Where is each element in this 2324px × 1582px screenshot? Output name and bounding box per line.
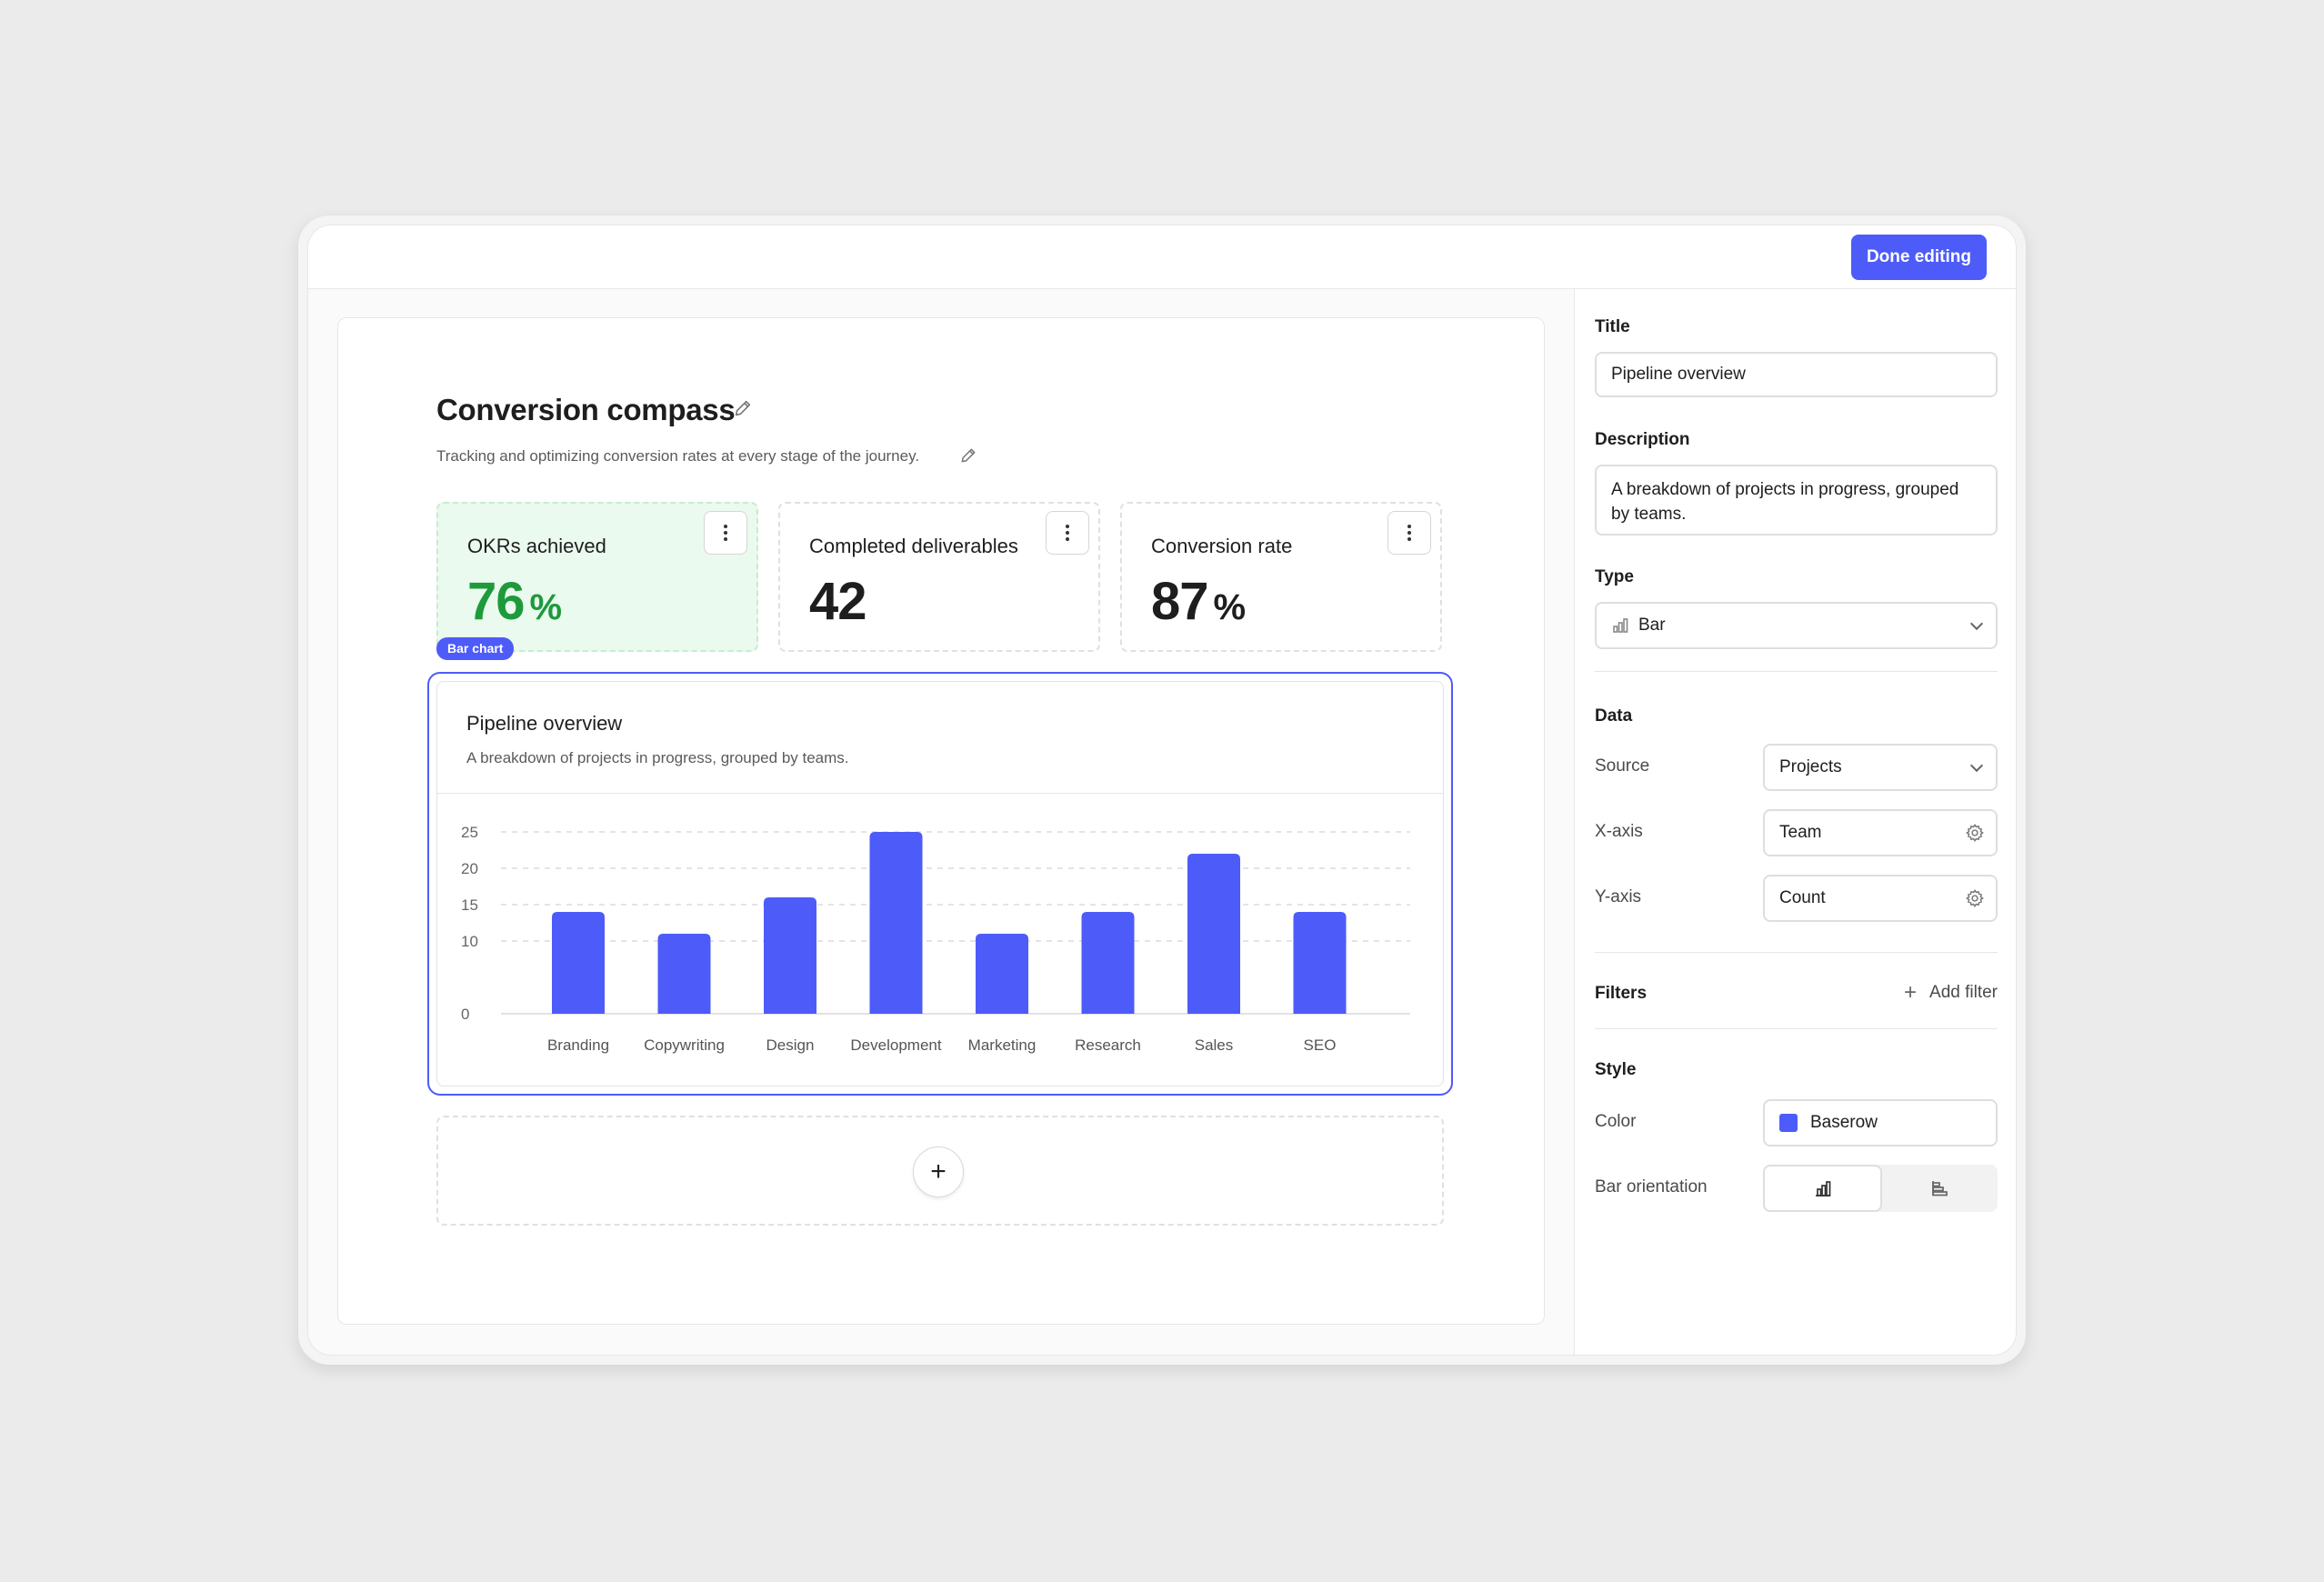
dashboard-title[interactable]: Conversion compass	[436, 393, 736, 426]
app-frame: Done editing Conversion compass Tracking…	[298, 215, 2026, 1365]
x-tick-label: SEO	[1304, 1036, 1337, 1054]
filters-label: Filters	[1595, 984, 1648, 1003]
vertical-bars-icon	[1815, 1181, 1830, 1197]
vertical-bars-button[interactable]	[1763, 1165, 1882, 1212]
bar	[552, 912, 605, 1014]
chart-widget-body: Pipeline overview A breakdown of project…	[436, 681, 1444, 1086]
color-swatch	[1779, 1114, 1798, 1132]
edit-title-icon[interactable]	[733, 398, 753, 418]
plus-icon: +	[930, 1156, 947, 1186]
color-value: Baserow	[1810, 1113, 1878, 1132]
bar	[1293, 912, 1347, 1014]
x-tick-label: Branding	[547, 1036, 609, 1054]
chart-widget[interactable]: Pipeline overview A breakdown of project…	[427, 672, 1453, 1096]
widget-description: A breakdown of projects in progress, gro…	[466, 749, 849, 766]
chevron-down-icon	[1969, 758, 1984, 773]
settings-sidebar: Title Pipeline overview Description A br…	[1574, 289, 2016, 1355]
description-label: Description	[1595, 430, 1690, 449]
y-tick-label: 25	[461, 824, 478, 841]
bar-chart: 0 10 15 20 25 Branding Copywriting Design Develo…	[461, 824, 1410, 1054]
y-tick-label: 20	[461, 860, 478, 877]
chevron-down-icon	[1969, 616, 1984, 631]
done-editing-button[interactable]: Done editing	[1850, 235, 1987, 280]
add-widget-area: +	[436, 1116, 1444, 1226]
horizontal-bars-button[interactable]	[1882, 1165, 1998, 1212]
orientation-label: Bar orientation	[1595, 1177, 1708, 1197]
bar	[869, 832, 923, 1014]
stat-value: 42	[809, 572, 867, 631]
x-tick-label: Design	[766, 1036, 815, 1054]
divider	[437, 793, 1443, 794]
widget-type-badge: Bar chart	[436, 637, 515, 660]
horizontal-bars-icon	[1931, 1181, 1948, 1197]
type-select[interactable]: Bar	[1595, 602, 1998, 649]
widget-title: Pipeline overview	[466, 712, 623, 735]
y-axis-label: Y-axis	[1595, 887, 1642, 906]
x-tick-label: Research	[1075, 1036, 1141, 1054]
stat-label: Completed deliverables	[809, 535, 1018, 557]
bar-chart-icon	[1613, 618, 1628, 633]
add-filter-button[interactable]: + Add filter	[1904, 980, 1998, 1006]
x-tick-label: Sales	[1195, 1036, 1234, 1054]
divider	[1595, 671, 1998, 672]
dashboard-description[interactable]: Tracking and optimizing conversion rates…	[436, 447, 920, 465]
stat-label: Conversion rate	[1151, 535, 1293, 557]
color-label: Color	[1595, 1112, 1637, 1131]
y-axis-field[interactable]: Count	[1763, 875, 1998, 922]
y-axis-value: Count	[1779, 888, 1826, 907]
stat-card-conversion[interactable]: Conversion rate 87%	[1120, 502, 1442, 652]
gear-icon[interactable]	[1965, 823, 1985, 843]
x-axis-label: X-axis	[1595, 822, 1643, 841]
source-select[interactable]: Projects	[1763, 744, 1998, 791]
title-input[interactable]: Pipeline overview	[1595, 352, 1998, 397]
x-axis-field[interactable]: Team	[1763, 809, 1998, 856]
divider	[1595, 952, 1998, 953]
bar	[657, 934, 711, 1014]
x-tick-label: Development	[850, 1036, 941, 1054]
data-section-label: Data	[1595, 706, 1633, 726]
source-label: Source	[1595, 756, 1650, 776]
dashboard-canvas: Conversion compass Tracking and optimizi…	[337, 317, 1545, 1325]
title-label: Title	[1595, 317, 1630, 336]
more-options-icon[interactable]	[704, 511, 747, 555]
bar	[976, 934, 1028, 1014]
bar	[1187, 854, 1240, 1014]
source-value: Projects	[1779, 757, 1842, 776]
divider	[1595, 1028, 1998, 1029]
y-tick-label: 15	[461, 896, 478, 914]
x-tick-label: Marketing	[968, 1036, 1037, 1054]
style-label: Style	[1595, 1060, 1637, 1079]
add-widget-button[interactable]: +	[913, 1146, 964, 1197]
plus-icon: +	[1904, 980, 1918, 1005]
y-tick-label: 10	[461, 933, 478, 950]
app-window: Done editing Conversion compass Tracking…	[307, 225, 2017, 1356]
edit-description-icon[interactable]	[959, 446, 977, 465]
type-label: Type	[1595, 567, 1634, 586]
more-options-icon[interactable]	[1387, 511, 1431, 555]
add-filter-label: Add filter	[1929, 983, 1998, 1002]
stat-label: OKRs achieved	[467, 535, 606, 557]
type-value: Bar	[1638, 616, 1666, 635]
stat-value: 76%	[467, 572, 562, 631]
top-bar: Done editing	[308, 225, 2016, 289]
gear-icon[interactable]	[1965, 888, 1985, 908]
stat-card-deliverables[interactable]: Completed deliverables 42	[778, 502, 1100, 652]
color-select[interactable]: Baserow	[1763, 1099, 1998, 1146]
description-textarea[interactable]: A breakdown of projects in progress, gro…	[1595, 465, 1998, 536]
bar	[1081, 912, 1135, 1014]
x-tick-label: Copywriting	[644, 1036, 725, 1054]
stat-value: 87%	[1151, 572, 1246, 631]
bar	[764, 897, 816, 1014]
stat-card-okrs[interactable]: OKRs achieved 76%	[436, 502, 758, 652]
more-options-icon[interactable]	[1046, 511, 1089, 555]
orientation-toggle	[1763, 1165, 1998, 1212]
x-axis-value: Team	[1779, 823, 1822, 842]
y-tick-label: 0	[461, 1006, 469, 1023]
